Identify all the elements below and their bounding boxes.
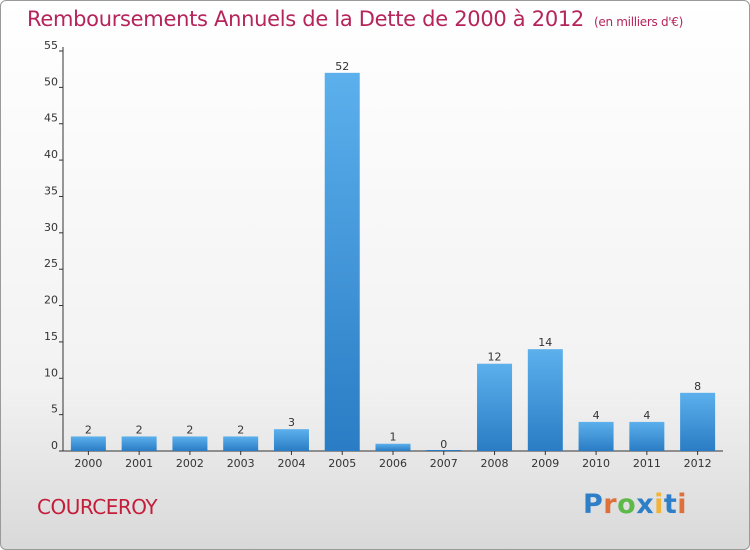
data-label: 2: [136, 423, 143, 436]
bar: [426, 450, 462, 451]
y-tick-label: 10: [44, 366, 58, 379]
y-tick-label: 35: [44, 184, 58, 197]
chart-bars: [70, 72, 716, 452]
data-label: 4: [643, 409, 650, 422]
y-tick-label: 25: [44, 257, 58, 270]
bar: [477, 363, 513, 451]
y-tick-label: 40: [44, 148, 58, 161]
chart-labels: 0510152025303540455055200022001220022200…: [44, 39, 712, 470]
x-tick-label: 2005: [328, 457, 356, 470]
bar: [223, 436, 259, 451]
data-label: 12: [488, 351, 502, 364]
chart-title: Remboursements Annuels de la Dette de 20…: [27, 7, 683, 31]
x-tick-label: 2011: [633, 457, 661, 470]
y-tick-label: 20: [44, 294, 58, 307]
y-tick-label: 30: [44, 221, 58, 234]
data-label: 14: [538, 336, 552, 349]
x-tick-label: 2012: [684, 457, 712, 470]
bar: [527, 349, 563, 451]
data-label: 3: [288, 416, 295, 429]
x-tick-label: 2001: [125, 457, 153, 470]
proxiti-logo: Proxiti: [583, 489, 688, 520]
bar: [70, 436, 106, 451]
y-tick-label: 15: [44, 330, 58, 343]
chart-title-text: Remboursements Annuels de la Dette de 20…: [27, 7, 584, 31]
bar: [324, 72, 360, 452]
y-tick-label: 45: [44, 112, 58, 125]
data-label: 2: [237, 423, 244, 436]
bar: [121, 436, 157, 451]
y-tick-label: 50: [44, 75, 58, 88]
x-tick-label: 2008: [481, 457, 509, 470]
chart-subtitle: (en milliers d'€): [594, 15, 684, 29]
data-label: 8: [694, 380, 701, 393]
x-tick-label: 2006: [379, 457, 407, 470]
x-tick-label: 2003: [227, 457, 255, 470]
bar: [680, 392, 716, 451]
commune-name: COURCEROY: [37, 495, 158, 519]
x-tick-label: 2007: [430, 457, 458, 470]
x-tick-label: 2004: [277, 457, 305, 470]
chart-axes: [59, 47, 723, 455]
data-label: 52: [335, 60, 349, 73]
data-label: 2: [186, 423, 193, 436]
bar: [578, 421, 614, 451]
data-label: 4: [593, 409, 600, 422]
bar: [375, 443, 411, 451]
y-tick-label: 55: [44, 39, 58, 52]
y-tick-label: 0: [51, 439, 58, 452]
x-tick-label: 2002: [176, 457, 204, 470]
data-label: 2: [85, 423, 92, 436]
data-label: 0: [440, 438, 447, 451]
bar: [172, 436, 208, 451]
bar: [629, 421, 665, 451]
data-label: 1: [390, 431, 397, 444]
bar: [273, 429, 309, 451]
x-tick-label: 2000: [74, 457, 102, 470]
x-tick-label: 2009: [531, 457, 559, 470]
y-tick-label: 5: [51, 403, 58, 416]
x-tick-label: 2010: [582, 457, 610, 470]
